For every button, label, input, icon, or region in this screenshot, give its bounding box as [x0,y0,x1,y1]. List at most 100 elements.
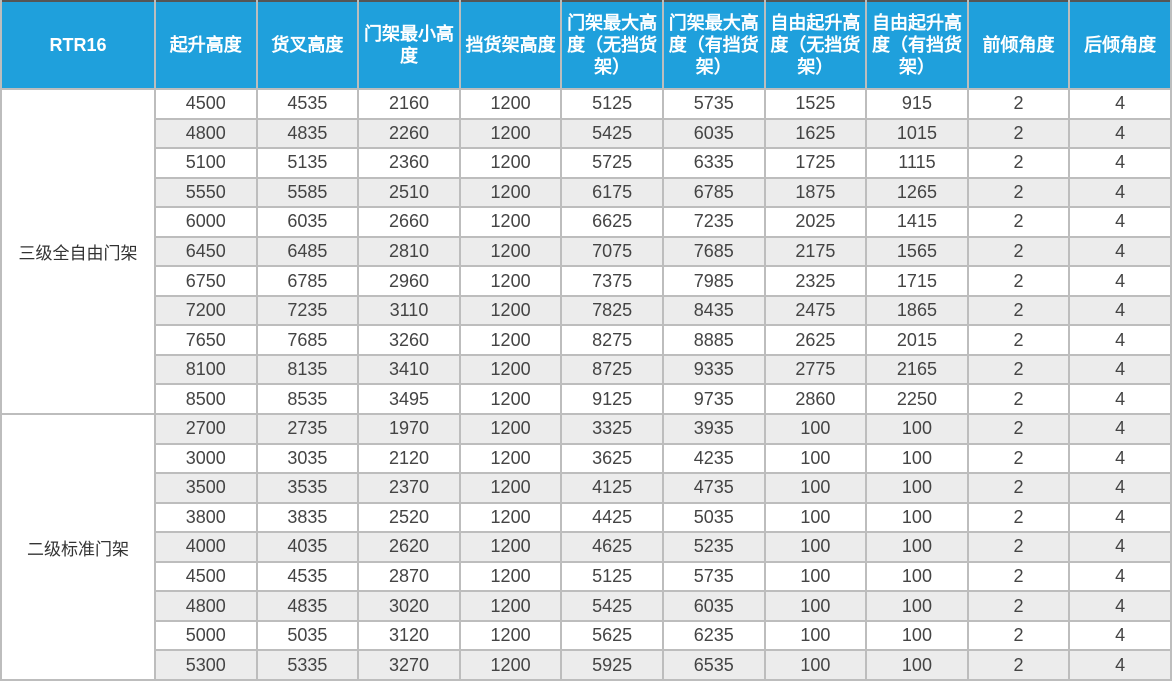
table-cell: 2625 [763,324,868,356]
table-cell: 2700 [154,413,258,445]
header-row: RTR16 起升高度 货叉高度 门架最小高度 挡货架高度 门架最大高度（无挡货架） 门架最大… [0,1,1172,90]
table-row: 3800 3835 2520 1200 4425 5035 100 100 2 4 [1,501,1172,534]
table-cell: 3410 [357,353,461,386]
table-cell: 2175 [763,235,868,268]
table-cell: 4000 [154,531,258,563]
model-header: RTR16 [0,1,156,90]
table-row: 4000 4035 2620 1200 4625 5235 100 100 2 4 [1,531,1172,563]
table-cell: 100 [763,442,868,475]
table-cell: 4500 [154,88,258,120]
table-cell: 100 [865,649,969,681]
table-cell: 6625 [560,206,664,238]
table-row: 8100 8135 3410 1200 8725 9335 2775 2165 2 4 [1,353,1172,386]
table-cell: 5235 [661,531,766,563]
table-cell: 5000 [154,619,258,652]
table-cell: 4 [1068,265,1172,297]
table-cell: 6000 [154,206,258,238]
column-header: 自由起升高度（有挡货架） [865,1,969,90]
table-cell: 1200 [458,472,563,504]
table-cell: 4 [1068,649,1172,681]
table-cell: 8535 [255,383,360,416]
table-cell: 4 [1068,531,1172,563]
table-cell: 1200 [458,294,563,327]
table-cell: 3625 [560,442,664,475]
table-cell: 7235 [255,294,360,327]
table-cell: 8135 [255,353,360,386]
table-row: 6000 6035 2660 1200 6625 7235 2025 1415 2 4 [1,206,1172,238]
table-cell: 1725 [763,147,868,179]
table-cell: 8275 [560,324,664,356]
table-cell: 3035 [255,442,360,475]
table-cell: 2250 [865,383,969,416]
table-row: 7200 7235 3110 1200 7825 8435 2475 1865 2 4 [1,294,1172,327]
table-cell: 5035 [255,619,360,652]
table-cell: 6335 [661,147,766,179]
table-cell: 7650 [154,324,258,356]
table-cell: 2 [966,590,1071,622]
table-cell: 7075 [560,235,664,268]
table-cell: 7685 [255,324,360,356]
table-cell: 100 [763,501,868,534]
column-header: 货叉高度 [255,1,360,90]
table-cell: 2165 [865,353,969,386]
table-cell: 2960 [357,265,461,297]
table-cell: 4 [1068,383,1172,416]
table-cell: 6035 [255,206,360,238]
table-cell: 4 [1068,413,1172,445]
table-cell: 4125 [560,472,664,504]
table-cell: 4835 [255,590,360,622]
table-row: 5300 5335 3270 1200 5925 6535 100 100 2 4 [1,649,1172,681]
mast-type-label: 二级标准门架 [0,413,156,681]
table-cell: 3500 [154,472,258,504]
table-cell: 4535 [255,88,360,120]
table-cell: 4500 [154,560,258,593]
table-cell: 2735 [255,413,360,445]
table-cell: 4 [1068,294,1172,327]
table-cell: 6175 [560,176,664,209]
table-cell: 100 [763,472,868,504]
table-cell: 2 [966,413,1071,445]
table-cell: 2 [966,147,1071,179]
table-cell: 6235 [661,619,766,652]
table-cell: 2370 [357,472,461,504]
table-cell: 2775 [763,353,868,386]
table-row: 3500 3535 2370 1200 4125 4735 100 100 2 4 [1,472,1172,504]
table-cell: 2 [966,117,1071,150]
table-cell: 2120 [357,442,461,475]
table-cell: 4035 [255,531,360,563]
table-row: 5100 5135 2360 1200 5725 6335 1725 1115 2 4 [1,147,1172,179]
table-cell: 4235 [661,442,766,475]
table-cell: 4 [1068,560,1172,593]
table-cell: 6035 [661,590,766,622]
table-cell: 2325 [763,265,868,297]
table-cell: 2160 [357,88,461,120]
table-cell: 4 [1068,324,1172,356]
table-cell: 9125 [560,383,664,416]
table-row: 6750 6785 2960 1200 7375 7985 2325 1715 2 4 [1,265,1172,297]
table-cell: 3535 [255,472,360,504]
table-cell: 100 [763,531,868,563]
table-cell: 1625 [763,117,868,150]
table-row: 5550 5585 2510 1200 6175 6785 1875 1265 2 4 [1,176,1172,209]
table-cell: 3270 [357,649,461,681]
table-cell: 8500 [154,383,258,416]
table-cell: 100 [865,413,969,445]
table-cell: 5100 [154,147,258,179]
table-row: 4800 4835 3020 1200 5425 6035 100 100 2 4 [1,590,1172,622]
table-cell: 3120 [357,619,461,652]
table-row: 6450 6485 2810 1200 7075 7685 2175 1565 2 4 [1,235,1172,268]
table-cell: 1200 [458,235,563,268]
table-cell: 3495 [357,383,461,416]
table-cell: 1875 [763,176,868,209]
table-cell: 1200 [458,88,563,120]
table-cell: 100 [865,560,969,593]
table-cell: 4800 [154,117,258,150]
table-cell: 2 [966,235,1071,268]
table-row: 二级标准门架 2700 2735 1970 1200 3325 3935 100 100 2 4 [0,413,1172,681]
column-header: 门架最大高度（有挡货架） [661,1,766,90]
table-cell: 7825 [560,294,664,327]
table-cell: 1200 [458,560,563,593]
table-cell: 2660 [357,206,461,238]
table-cell: 8100 [154,353,258,386]
table-cell: 2 [966,501,1071,534]
